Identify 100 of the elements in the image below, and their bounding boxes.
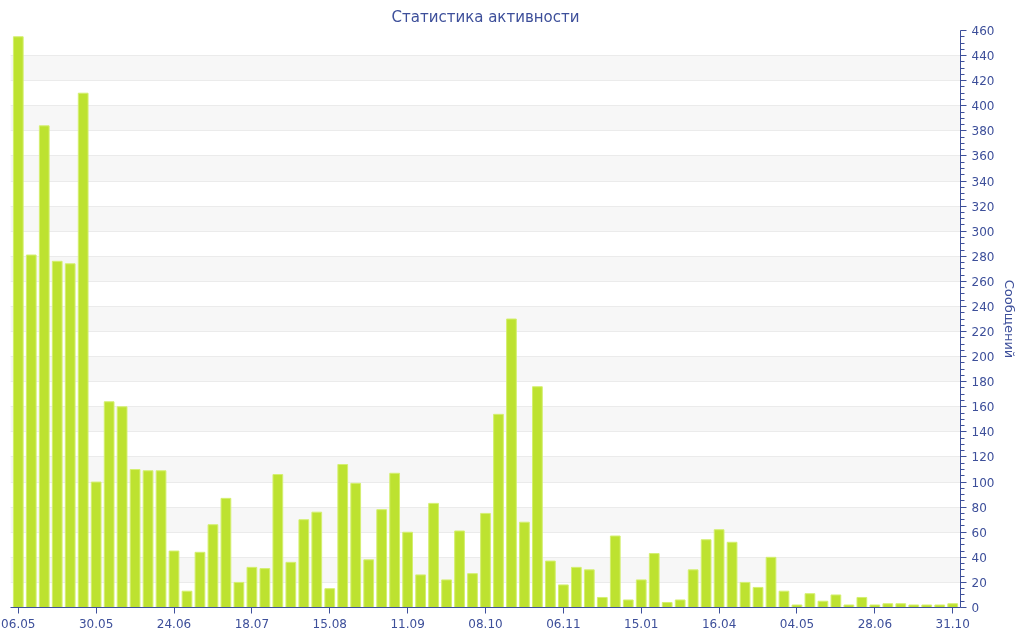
bar [687, 569, 699, 608]
bar [246, 566, 258, 608]
x-tick-label: 16.04 [701, 616, 737, 631]
y-tick-label: 60 [971, 525, 987, 540]
y-tick-label: 260 [971, 274, 995, 289]
bar [908, 604, 920, 608]
bar [752, 586, 764, 608]
bar [895, 603, 907, 608]
bar [103, 401, 115, 608]
chart-title: Статистика активности [391, 7, 580, 26]
bar [467, 573, 478, 608]
bar [64, 263, 76, 608]
bar [311, 511, 323, 608]
bar [921, 604, 933, 608]
bar [661, 601, 673, 608]
bar [558, 584, 569, 608]
x-tick-label: 04.05 [779, 616, 815, 631]
y-tick-label: 440 [971, 49, 995, 64]
bar [25, 254, 37, 608]
x-tick-label: 15.08 [312, 616, 347, 631]
bar [207, 524, 219, 608]
bar [635, 579, 647, 608]
bar [90, 481, 102, 608]
x-tick-label: 11.09 [390, 616, 425, 631]
y-tick-label: 100 [971, 475, 995, 490]
bar [622, 599, 634, 608]
bar [700, 539, 712, 608]
bar [545, 560, 556, 608]
y-tick-label: 220 [971, 325, 995, 340]
bar [324, 588, 336, 608]
y-tick-label: 0 [971, 601, 980, 615]
bar [337, 464, 349, 608]
bar [142, 470, 154, 608]
bar [713, 529, 725, 608]
bar [116, 406, 128, 608]
bar [77, 92, 89, 608]
bar [570, 566, 582, 608]
bar [402, 531, 413, 608]
y-tick-label: 240 [971, 299, 995, 314]
bar [817, 600, 829, 608]
bar [506, 318, 517, 608]
y-tick-label: 420 [971, 74, 995, 89]
y-tick-label: 180 [971, 375, 995, 390]
bar [233, 581, 245, 608]
y-tick-label: 40 [971, 550, 987, 565]
bar [648, 553, 660, 608]
y-tick-label: 200 [971, 350, 995, 365]
bar [609, 535, 621, 608]
bar [454, 530, 465, 608]
bar [415, 574, 426, 608]
y-tick-label: 20 [971, 575, 987, 590]
bar [493, 413, 504, 608]
bar [155, 470, 167, 608]
y-tick-label: 120 [971, 450, 995, 465]
x-tick-label: 30.05 [78, 616, 114, 631]
bar [428, 502, 439, 608]
y-tick-label: 320 [971, 199, 995, 214]
y-tick-label: 360 [971, 149, 995, 164]
x-tick-label: 06.05 [1, 616, 36, 631]
bar [298, 519, 310, 608]
y-tick-label: 460 [971, 24, 995, 38]
bar [869, 604, 881, 608]
x-tick-label: 06.11 [546, 616, 581, 631]
bar [12, 36, 24, 608]
bar [441, 579, 452, 608]
bar [350, 482, 362, 608]
bar [856, 596, 868, 608]
bar [583, 569, 595, 608]
bar [376, 509, 388, 608]
x-tick-label: 28.06 [857, 616, 893, 631]
bar [259, 568, 271, 608]
bar [285, 561, 297, 608]
bar [843, 604, 855, 608]
bar [389, 472, 401, 608]
bar [532, 386, 543, 608]
y-tick-label: 300 [971, 224, 995, 239]
bar [882, 603, 894, 608]
y-tick-label: 280 [971, 249, 995, 264]
bar [739, 581, 751, 608]
bar [947, 603, 959, 608]
y-axis-title: Сообщений [1002, 279, 1018, 359]
bar [726, 541, 738, 608]
y-tick-label: 160 [971, 400, 995, 415]
bar [830, 594, 842, 608]
bar [480, 512, 491, 608]
bar [220, 497, 232, 608]
bar [519, 521, 530, 608]
bar [674, 599, 686, 608]
x-tick-label: 08.10 [468, 616, 503, 631]
bar [51, 260, 63, 608]
y-tick-label: 340 [971, 174, 995, 189]
y-tick-label: 80 [971, 500, 987, 515]
x-tick-label: 15.01 [624, 616, 659, 631]
bar [804, 593, 816, 608]
x-tick-label: 31.10 [935, 616, 970, 631]
x-tick-label: 24.06 [156, 616, 192, 631]
bar [129, 469, 141, 608]
y-tick-label: 400 [971, 99, 995, 114]
bar [38, 125, 50, 608]
x-tick-label: 18.07 [234, 616, 270, 631]
